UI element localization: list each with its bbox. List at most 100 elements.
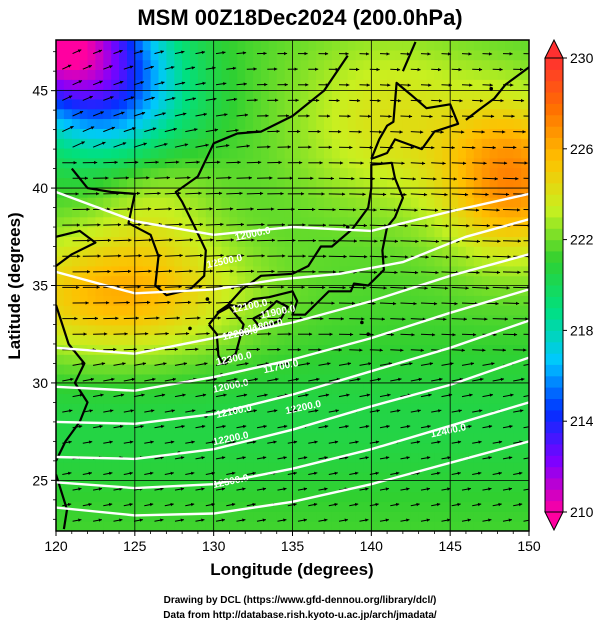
field-cell: [395, 108, 404, 120]
field-cell: [379, 472, 388, 483]
field-cell: [63, 481, 73, 493]
field-cell: [284, 275, 294, 287]
field-cell: [497, 432, 506, 444]
field-cell: [142, 177, 152, 188]
field-cell: [79, 167, 89, 179]
field-cell: [371, 521, 380, 531]
field-cell: [190, 138, 199, 149]
field-cell: [245, 148, 254, 159]
field-cell: [71, 128, 81, 139]
field-cell: [505, 511, 514, 522]
field-cell: [387, 452, 396, 463]
field-cell: [190, 69, 199, 80]
field-cell: [119, 491, 128, 503]
field-cell: [87, 305, 96, 316]
wind-arrow-head: [334, 471, 338, 475]
field-cell: [71, 315, 81, 326]
field-cell: [497, 452, 506, 463]
field-cell: [363, 521, 372, 531]
field-cell: [197, 511, 207, 522]
wind-arrow-head: [408, 114, 413, 119]
wind-arrow-head: [86, 207, 90, 211]
field-cell: [276, 364, 286, 375]
field-cell: [308, 108, 317, 120]
wind-arrow-head: [140, 424, 144, 429]
field-cell: [63, 511, 73, 522]
wind-arrow-head: [335, 67, 339, 71]
field-cell: [363, 383, 372, 395]
wind-arrow-head: [363, 286, 367, 290]
field-cell: [355, 177, 365, 188]
field-cell: [339, 501, 349, 512]
field-cell: [174, 138, 183, 149]
field-cell: [119, 383, 128, 395]
field-cell: [481, 246, 491, 257]
field-cell: [197, 246, 207, 257]
field-cell: [229, 432, 238, 444]
field-cell: [119, 108, 128, 120]
field-cell: [213, 236, 223, 247]
field-cell: [253, 157, 262, 169]
field-cell: [111, 216, 120, 228]
wind-arrow-head: [90, 126, 95, 130]
field-cell: [237, 373, 246, 385]
field-cell: [237, 491, 246, 503]
field-cell: [276, 442, 286, 453]
field-cell: [79, 285, 89, 296]
field-cell: [253, 108, 262, 120]
field-cell: [221, 246, 230, 257]
field-cell: [158, 187, 167, 198]
field-cell: [402, 40, 412, 51]
field-cell: [213, 364, 223, 375]
wind-arrow-head: [406, 518, 410, 522]
field-cell: [513, 177, 522, 188]
field-cell: [261, 481, 270, 493]
wind-arrow-head: [202, 393, 207, 397]
field-cell: [465, 187, 475, 198]
wind-arrow-head: [282, 254, 286, 258]
wind-arrow-head: [531, 394, 534, 397]
wind-arrow-head: [521, 98, 525, 103]
field-cell: [363, 265, 372, 277]
wind-arrow-head: [110, 96, 114, 100]
field-cell: [347, 275, 357, 287]
field-cell: [261, 521, 270, 531]
wind-arrow-head: [472, 146, 476, 150]
field-cell: [142, 315, 152, 326]
field-cell: [71, 265, 81, 277]
field-cell: [300, 521, 309, 531]
field-cell: [347, 206, 357, 218]
field-cell: [95, 413, 104, 424]
colorbar-segment: [545, 285, 563, 297]
field-cell: [434, 265, 443, 277]
colorbar-segment: [545, 148, 563, 161]
wind-arrow-head: [205, 143, 209, 147]
wind-arrow-head: [88, 65, 92, 69]
field-cell: [300, 481, 309, 493]
wind-arrow-head: [327, 362, 331, 366]
field-cell: [111, 108, 120, 120]
field-cell: [103, 305, 112, 316]
field-cell: [442, 511, 451, 522]
field-cell: [127, 236, 136, 247]
field-cell: [379, 295, 388, 306]
wind-arrow-head: [345, 52, 349, 56]
field-cell: [481, 491, 491, 503]
wind-arrow-head: [269, 176, 273, 180]
field-cell: [127, 98, 136, 110]
field-cell: [347, 364, 357, 375]
field-cell: [379, 501, 388, 512]
wind-arrow-head: [78, 80, 82, 84]
field-cell: [363, 324, 372, 336]
field-cell: [410, 521, 420, 531]
field-cell: [205, 432, 215, 444]
field-cell: [458, 413, 467, 424]
field-cell: [300, 442, 309, 453]
field-cell: [363, 40, 372, 51]
field-cell: [402, 177, 412, 188]
wind-arrow-head: [334, 440, 339, 444]
wind-arrow-head: [498, 502, 502, 507]
wind-arrow-head: [375, 502, 379, 507]
field-cell: [261, 69, 270, 80]
field-cell: [434, 226, 443, 237]
